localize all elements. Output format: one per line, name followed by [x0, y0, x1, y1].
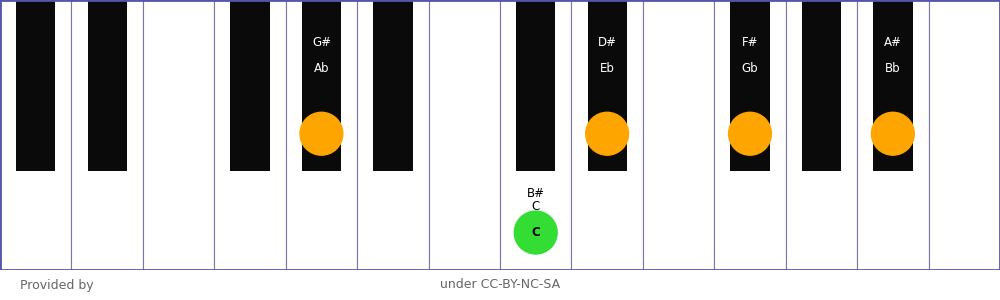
Bar — [588, 0, 627, 171]
Text: C: C — [532, 200, 540, 213]
Circle shape — [300, 112, 343, 155]
Circle shape — [586, 112, 629, 155]
Bar — [0, 0, 71, 270]
Bar — [714, 0, 786, 270]
Text: G#: G# — [312, 36, 331, 50]
Text: Bb: Bb — [885, 62, 901, 75]
Bar — [16, 0, 55, 171]
Text: B#: B# — [527, 187, 545, 200]
Text: under CC-BY-NC-SA: under CC-BY-NC-SA — [440, 278, 560, 292]
Bar — [357, 0, 429, 270]
Circle shape — [871, 112, 914, 155]
Bar — [88, 0, 127, 171]
Text: Gb: Gb — [742, 62, 758, 75]
Bar — [643, 0, 714, 270]
Bar — [286, 0, 357, 270]
Text: Ab: Ab — [314, 62, 329, 75]
Bar — [373, 0, 413, 171]
Bar — [230, 0, 270, 171]
Bar — [143, 0, 214, 270]
Bar — [516, 0, 555, 171]
Bar — [429, 0, 500, 270]
Bar — [302, 0, 341, 171]
Text: D#: D# — [598, 36, 617, 50]
Text: C: C — [531, 226, 540, 239]
Bar — [571, 0, 643, 270]
Text: F#: F# — [742, 36, 758, 50]
Text: A#: A# — [884, 36, 902, 50]
Text: Eb: Eb — [600, 62, 615, 75]
Bar — [786, 0, 857, 270]
Text: Provided by: Provided by — [20, 278, 94, 292]
Bar — [929, 0, 1000, 270]
Bar — [214, 0, 286, 270]
Bar — [71, 0, 143, 270]
Bar — [857, 0, 929, 270]
Bar — [873, 0, 913, 171]
Circle shape — [514, 211, 557, 254]
Bar — [730, 0, 770, 171]
Bar — [500, 0, 571, 270]
Bar — [802, 0, 841, 171]
Circle shape — [729, 112, 771, 155]
